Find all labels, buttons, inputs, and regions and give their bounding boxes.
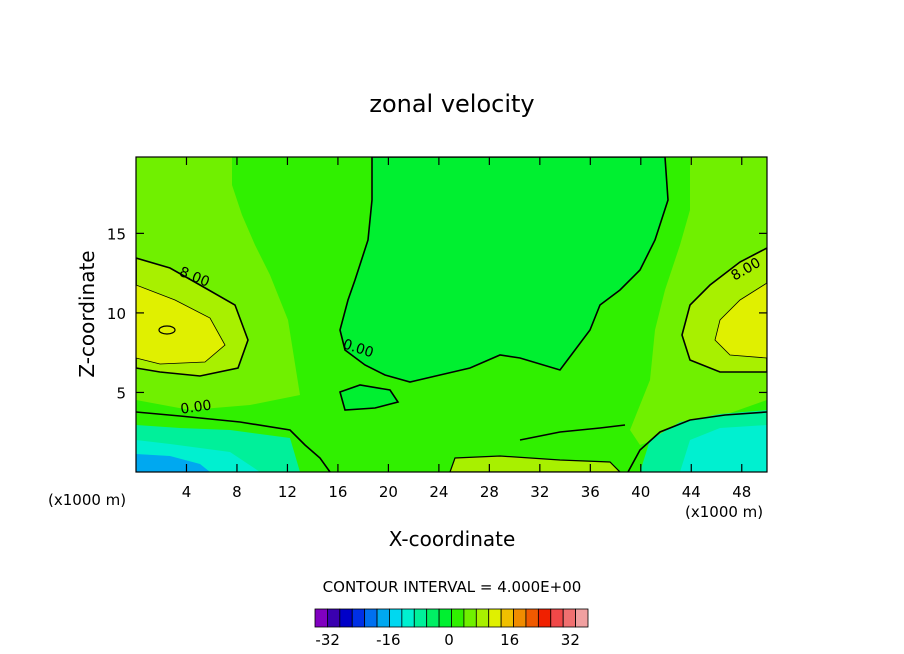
x-unit-label-left: (x1000 m) [48,491,126,509]
y-tick-label: 10 [107,305,126,323]
left-jet-max [158,325,176,335]
colorbar-swatch [513,608,527,628]
x-tick-label: 20 [379,483,398,501]
colorbar-swatch [327,608,341,628]
bottom-right-zero-contour [627,411,767,472]
colorbar-swatch [537,608,552,628]
plot-frame [135,156,768,473]
x-tick-label: 16 [328,483,347,501]
colorbar-swatch [426,608,440,628]
chart-title: zonal velocity [369,90,534,118]
colorbar-swatch [575,608,589,628]
colorbar-swatch [463,608,477,628]
x-tick-label: 8 [232,483,242,501]
colorbar-tick-label: 0 [444,631,454,649]
x-tick-label: 36 [581,483,600,501]
colorbar-swatch [314,608,328,628]
colorbar-tick-label: 32 [561,631,580,649]
colorbar-swatch [364,608,378,628]
x-axis-label: X-coordinate [389,527,516,551]
x-tick-label: 48 [732,483,751,501]
y-axis-label: Z-coordinate [75,250,99,377]
colorbar-swatch [475,608,490,628]
x-tick-label: 44 [682,483,701,501]
colorbar-swatch [438,608,452,628]
contour-interval-text: CONTOUR INTERVAL = 4.000E+00 [323,578,582,596]
colorbar-swatch [525,608,539,628]
x-tick-label: 12 [278,483,297,501]
x-unit-label-right: (x1000 m) [685,503,763,521]
colorbar-swatch [376,608,390,628]
plot-area [136,157,767,472]
colorbar-swatch [488,608,502,628]
colorbar-swatch [389,608,403,628]
right-jet-core-region [714,282,767,359]
colorbar [314,608,589,628]
bottom-right-negative-core [680,425,767,472]
colorbar-swatch [413,608,428,628]
x-tick-label: 24 [429,483,448,501]
colorbar-tick-label: 16 [500,631,519,649]
x-tick-label: 4 [182,483,192,501]
bottom-left-negative-min [136,454,210,472]
y-tick-label: 15 [107,225,126,243]
y-tick-label: 5 [116,384,126,402]
y-axis-ticks: 5 10 15 [107,225,767,402]
colorbar-swatch [451,608,465,628]
colorbar-tick-label: -32 [315,631,340,649]
mid-low-contour [519,424,626,441]
central-low-region [339,157,669,383]
colorbar-tick-label: -16 [376,631,401,649]
bottom-middle-band [449,455,621,472]
colorbar-swatch [500,608,514,628]
left-jet-core-region [136,284,226,365]
lower-patch-region [339,384,400,411]
colorbar-swatch [550,608,564,628]
colorbar-swatch [401,608,415,628]
contour-label: 0.00 [179,397,212,417]
x-tick-label: 32 [530,483,549,501]
colorbar-swatch [339,608,353,628]
colorbar-labels: -32 -16 0 16 32 [315,631,579,649]
bottom-left-zero-contour [136,411,331,472]
colorbar-swatch [562,608,576,628]
x-tick-label: 28 [480,483,499,501]
colorbar-swatch [351,608,366,628]
x-tick-label: 40 [631,483,650,501]
x-axis-ticks: 4 8 12 16 20 24 28 32 36 40 44 48 [182,157,751,501]
